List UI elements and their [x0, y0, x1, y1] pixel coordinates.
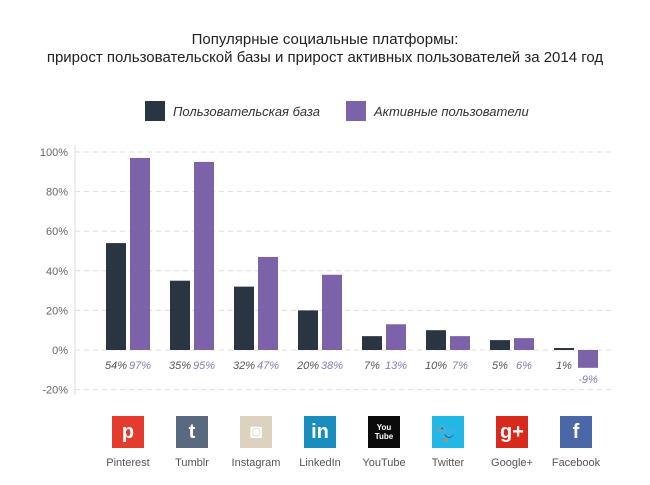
y-tick-label: 100%: [40, 147, 68, 159]
bar-google-plus-user-base: [490, 340, 510, 350]
bar-pinterest-user-base: [106, 243, 126, 350]
google-plus-icon: g+: [496, 416, 528, 448]
tumblr-icon: t: [176, 416, 208, 448]
bar-twitter-active-users: [450, 336, 470, 350]
x-tick-label: Tumblr: [175, 457, 209, 469]
data-label: 35%: [169, 360, 191, 372]
facebook-icon: f: [560, 416, 592, 448]
instagram-icon: ◙: [240, 416, 272, 448]
bar-instagram-user-base: [234, 286, 254, 350]
x-tick-label: YouTube: [362, 457, 406, 469]
data-label: 97%: [129, 360, 151, 372]
data-label: -9%: [578, 374, 598, 386]
chart-title: Популярные социальные платформы:: [191, 31, 459, 48]
bar-facebook-active-users: [578, 350, 598, 368]
data-label: 47%: [257, 360, 279, 372]
y-tick-label: 40%: [46, 266, 68, 278]
data-label: 7%: [364, 360, 380, 372]
x-tick-label: Pinterest: [106, 457, 150, 469]
pinterest-icon: p: [112, 416, 144, 448]
linkedin-icon: in: [304, 416, 336, 448]
data-label: 10%: [425, 360, 447, 372]
y-tick-label: 0%: [52, 345, 68, 357]
y-tick-label: -20%: [42, 385, 68, 397]
legend: Пользовательская база Активные пользоват…: [145, 101, 529, 121]
bar-google-plus-active-users: [514, 338, 534, 350]
bar-tumblr-active-users: [194, 161, 214, 350]
data-label: 1%: [556, 360, 572, 372]
y-tick-label: 80%: [46, 187, 68, 199]
bar-facebook-user-base: [554, 348, 574, 350]
x-tick-label: Facebook: [551, 457, 601, 469]
bar-youtube-active-users: [386, 324, 406, 350]
data-label: 7%: [452, 360, 468, 372]
bar-pinterest-active-users: [130, 157, 150, 350]
data-label: 20%: [296, 360, 319, 372]
x-tick-label: Instagram: [231, 457, 281, 469]
youtube-icon: You Tube: [368, 416, 400, 448]
data-label: 5%: [492, 360, 508, 372]
y-tick-label: 20%: [46, 305, 68, 317]
legend-swatch-active-users: [346, 101, 366, 121]
bar-linkedin-active-users: [322, 274, 342, 350]
x-tick-label: LinkedIn: [299, 457, 341, 469]
chart-subtitle: прирост пользовательской базы и прирост …: [46, 49, 604, 66]
y-tick-label: 60%: [46, 226, 68, 238]
data-label: 6%: [516, 360, 532, 372]
bar-instagram-active-users: [258, 256, 278, 350]
data-label: 95%: [193, 360, 215, 372]
x-tick-label: Twitter: [431, 457, 465, 469]
bar-youtube-user-base: [362, 336, 382, 350]
legend-label-user-base: Пользовательская база: [173, 103, 320, 119]
bar-linkedin-user-base: [298, 310, 318, 350]
legend-label-active-users: Активные пользователи: [374, 103, 529, 119]
data-label: 32%: [233, 360, 255, 372]
legend-swatch-user-base: [145, 101, 165, 121]
bar-tumblr-user-base: [170, 280, 190, 350]
twitter-icon: 🐦: [432, 416, 464, 448]
data-label: 13%: [385, 360, 407, 372]
bar-twitter-user-base: [426, 330, 446, 350]
data-label: 54%: [105, 360, 127, 372]
x-tick-label: Google+: [491, 457, 533, 469]
data-label: 38%: [321, 360, 343, 372]
